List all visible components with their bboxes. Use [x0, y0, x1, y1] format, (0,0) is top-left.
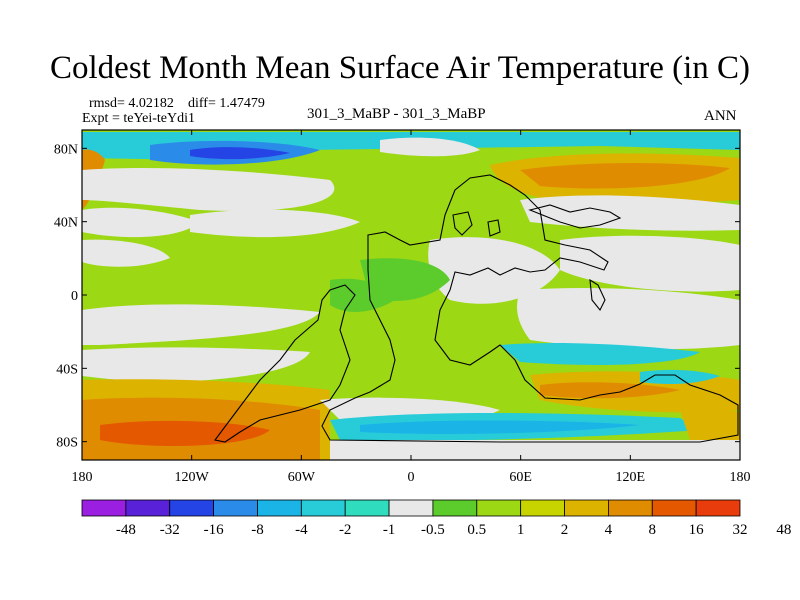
lon-tick-label: 60E	[509, 470, 532, 485]
colorbar-label: 4	[605, 522, 613, 538]
colorbar-swatch	[520, 499, 565, 517]
colorbar-label: -16	[204, 522, 224, 538]
lon-tick-label: 120E	[616, 470, 646, 485]
colorbar-label: 2	[561, 522, 569, 538]
lat-tick-label: 80N	[54, 142, 78, 157]
colorbar: -48 -32 -16 -8 -4 -2 -1 -0.5 0.5 1 2 4 8 16 32 48	[81, 499, 791, 538]
colorbar-swatch	[564, 499, 609, 517]
colorbar-swatch	[608, 499, 653, 517]
colorbar-swatch	[81, 499, 127, 517]
latitude-axis: 80N 40N 0 40S 80S	[54, 142, 740, 451]
colorbar-label: -0.5	[421, 522, 445, 538]
period-label: ANN	[704, 108, 737, 124]
colorbar-swatch	[125, 499, 171, 517]
colorbar-label: -2	[339, 522, 352, 538]
longitude-axis: 180 120W 60W 0 60E 120E 180	[72, 130, 751, 485]
colorbar-swatch	[257, 499, 302, 517]
colorbar-swatch	[695, 499, 741, 517]
colorbar-label: -32	[160, 522, 180, 538]
subtitle-text: 301_3_MaBP - 301_3_MaBP	[307, 106, 486, 122]
lat-tick-label: 0	[71, 289, 78, 304]
diff-text: diff= 1.47479	[188, 96, 265, 111]
lon-tick-label: 60W	[288, 470, 316, 485]
colorbar-swatch	[388, 499, 434, 517]
colorbar-swatch	[344, 499, 390, 517]
temperature-field	[82, 130, 740, 460]
colorbar-swatch	[476, 499, 522, 517]
colorbar-label: -4	[295, 522, 308, 538]
lon-tick-label: 180	[730, 470, 751, 485]
lon-tick-label: 180	[72, 470, 93, 485]
expt-text: Expt = teYei-teYdi1	[82, 111, 196, 126]
colorbar-swatch	[169, 499, 215, 517]
colorbar-label: -48	[116, 522, 136, 538]
colorbar-label: 1	[517, 522, 525, 538]
lon-tick-label: 120W	[175, 470, 210, 485]
colorbar-label: 8	[649, 522, 657, 538]
lat-tick-label: 40N	[54, 216, 78, 231]
colorbar-label: 48	[776, 522, 791, 538]
lat-tick-label: 40S	[56, 362, 78, 377]
colorbar-swatch	[213, 499, 258, 517]
colorbar-label: 32	[733, 522, 748, 538]
colorbar-swatch	[651, 499, 697, 517]
colorbar-label: 0.5	[467, 522, 486, 538]
colorbar-label: 16	[689, 522, 705, 538]
lat-tick-label: 80S	[56, 436, 78, 451]
colorbar-swatch	[432, 499, 478, 517]
rmsd-text: rmsd= 4.02182	[89, 96, 174, 111]
chart-title: Coldest Month Mean Surface Air Temperatu…	[50, 50, 750, 86]
colorbar-label: -1	[383, 522, 396, 538]
colorbar-swatch	[300, 499, 346, 517]
lon-tick-label: 0	[408, 470, 415, 485]
continent-outlines	[214, 174, 739, 443]
colorbar-label: -8	[251, 522, 264, 538]
